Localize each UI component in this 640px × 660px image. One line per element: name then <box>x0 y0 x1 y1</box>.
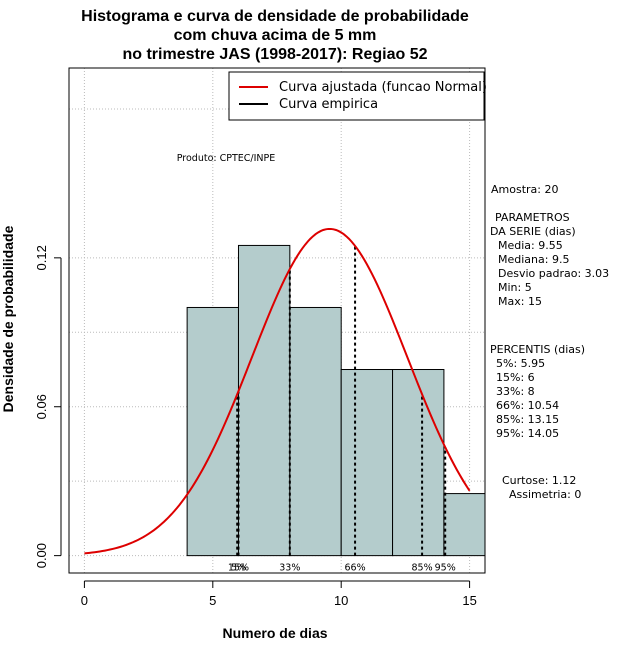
histogram-bar <box>289 306 342 557</box>
params-header-2: DA SERIE (dias) <box>490 225 576 238</box>
skewness: Assimetria: 0 <box>509 488 581 501</box>
percentil-95: 95%: 14.05 <box>496 427 559 440</box>
param-max: Max: 15 <box>498 295 542 308</box>
param-min: Min: 5 <box>498 281 532 294</box>
param-median: Mediana: 9.5 <box>498 253 569 266</box>
product-annotation: Produto: CPTEC/INPE <box>177 153 276 164</box>
y-tick-label: 0.12 <box>34 245 49 270</box>
legend-box <box>228 71 485 121</box>
x-axis-label: Numero de dias <box>222 625 327 641</box>
sample-size: Amostra: 20 <box>491 183 558 196</box>
y-tick-label: 0.06 <box>34 394 49 419</box>
percentile-label: 66% <box>345 563 366 574</box>
legend: Curva ajustada (funcao Normal) Curva emp… <box>228 71 487 121</box>
axes: 0 5 10 15 0.00 0.06 0.12 <box>34 245 477 608</box>
percentile-lines <box>236 245 447 556</box>
kurtosis: Curtose: 1.12 <box>502 474 576 487</box>
x-tick-label: 10 <box>334 593 348 608</box>
x-tick-label: 0 <box>81 593 88 608</box>
histogram-bars <box>186 244 486 557</box>
y-axis-label: Densidade de probabilidade <box>0 225 16 412</box>
histogram-bar <box>237 244 291 557</box>
percentis-header: PERCENTIS (dias) <box>490 343 585 356</box>
percentile-label: 5% <box>231 563 246 574</box>
percentil-85: 85%: 13.15 <box>496 413 559 426</box>
percentil-15: 15%: 6 <box>496 371 535 384</box>
normal-curve <box>84 227 471 555</box>
percentil-5: 5%: 5.95 <box>496 357 545 370</box>
param-stddev: Desvio padrao: 3.03 <box>498 267 609 280</box>
histogram-bar <box>392 369 445 557</box>
percentile-label: 15% <box>228 563 249 574</box>
params-header-1: PARAMETROS <box>495 211 570 224</box>
percentile-labels: 15%5% 33% 66% 85% 95% <box>228 563 456 574</box>
chart-title-line-2: com chuva acima de 5 mm <box>174 27 377 44</box>
legend-label-empirical: Curva empirica <box>279 97 378 112</box>
legend-label-normal: Curva ajustada (funcao Normal) <box>279 80 487 95</box>
percentil-66: 66%: 10.54 <box>496 399 559 412</box>
chart-title-line-3: no trimestre JAS (1998-2017): Regiao 52 <box>122 46 427 63</box>
x-tick-label: 5 <box>209 593 216 608</box>
plot-frame <box>68 67 486 574</box>
histogram-bar <box>186 306 239 557</box>
percentile-label: 85% <box>412 563 433 574</box>
x-tick-label: 15 <box>462 593 476 608</box>
param-mean: Media: 9.55 <box>498 239 563 252</box>
histogram-bar <box>443 493 486 557</box>
y-tick-label: 0.00 <box>34 543 49 568</box>
percentile-label: 33% <box>279 563 300 574</box>
percentil-33: 33%: 8 <box>496 385 535 398</box>
statistics-panel: Amostra: 20 PARAMETROS DA SERIE (dias) M… <box>490 183 609 501</box>
percentile-label: 95% <box>435 563 456 574</box>
histogram-bar <box>340 369 394 557</box>
chart-title-line-1: Histograma e curva de densidade de proba… <box>81 8 469 25</box>
